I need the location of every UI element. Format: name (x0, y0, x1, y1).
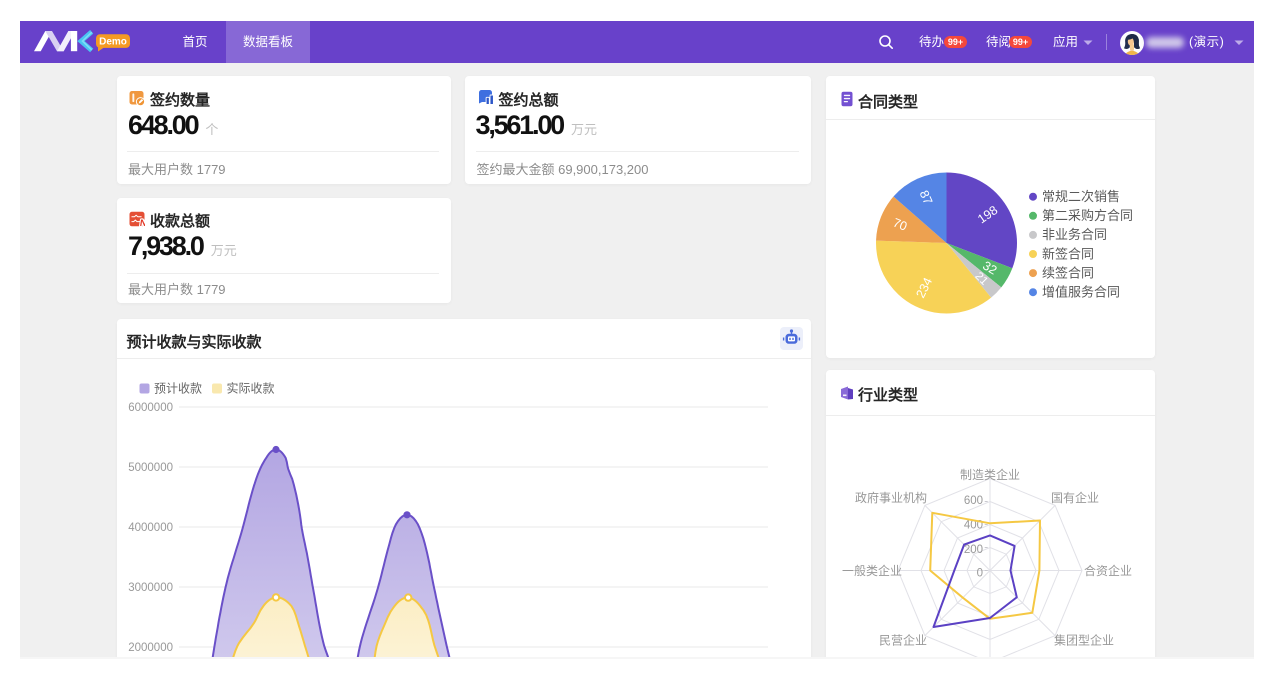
svg-text:国有企业: 国有企业 (1051, 490, 1099, 505)
svg-text:200: 200 (964, 544, 983, 556)
svg-text:600: 600 (964, 495, 983, 507)
svg-text:32: 32 (980, 258, 999, 277)
svg-text:非业务合同: 非业务合同 (1042, 227, 1107, 242)
svg-text:Demo: Demo (99, 37, 127, 48)
svg-text:第二采购方合同: 第二采购方合同 (1042, 208, 1133, 223)
svg-text:N: N (139, 218, 145, 227)
svg-text:民营企业: 民营企业 (879, 633, 927, 648)
svg-text:常规二次销售: 常规二次销售 (1042, 189, 1120, 204)
svg-text:5000000: 5000000 (128, 462, 173, 474)
svg-text:新签合同: 新签合同 (1042, 246, 1094, 261)
svg-text:制造类企业: 制造类企业 (960, 467, 1020, 482)
svg-text:3000000: 3000000 (128, 582, 173, 594)
svg-text:87: 87 (917, 188, 936, 206)
svg-text:70: 70 (891, 216, 909, 234)
svg-text:合资企业: 合资企业 (1084, 563, 1132, 578)
svg-text:N: N (139, 218, 145, 227)
svg-text:政府事业机构: 政府事业机构 (855, 490, 927, 505)
svg-text:预计收款: 预计收款 (154, 382, 202, 396)
svg-text:一般类企业: 一般类企业 (842, 563, 902, 578)
svg-text:实际收款: 实际收款 (227, 381, 275, 396)
svg-text:续签合同: 续签合同 (1042, 265, 1094, 280)
svg-text:6000000: 6000000 (128, 402, 173, 414)
svg-text:2000000: 2000000 (128, 642, 173, 654)
svg-text:0: 0 (977, 568, 983, 580)
svg-text:集团型企业: 集团型企业 (1054, 633, 1114, 648)
svg-text:400: 400 (964, 520, 983, 532)
svg-text:增值服务合同: 增值服务合同 (1042, 285, 1120, 300)
svg-text:4000000: 4000000 (128, 522, 173, 534)
